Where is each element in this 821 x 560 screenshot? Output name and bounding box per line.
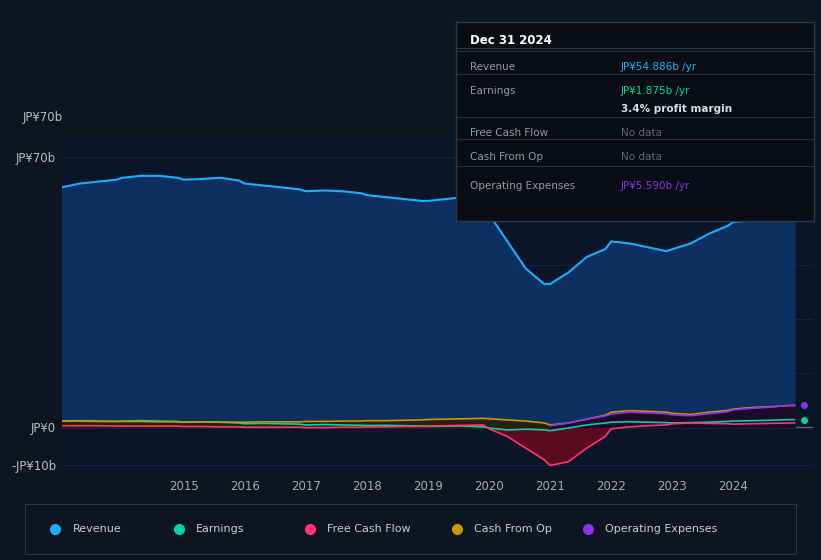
Text: Free Cash Flow: Free Cash Flow	[327, 524, 410, 534]
Text: 3.4% profit margin: 3.4% profit margin	[621, 104, 732, 114]
Text: Dec 31 2024: Dec 31 2024	[470, 34, 552, 48]
Text: JP¥1.875b /yr: JP¥1.875b /yr	[621, 86, 690, 96]
Text: Cash From Op: Cash From Op	[474, 524, 552, 534]
Text: Earnings: Earnings	[196, 524, 245, 534]
Text: Free Cash Flow: Free Cash Flow	[470, 128, 548, 138]
Text: JP¥5.590b /yr: JP¥5.590b /yr	[621, 181, 690, 192]
Text: Revenue: Revenue	[470, 62, 515, 72]
Text: JP¥54.886b /yr: JP¥54.886b /yr	[621, 62, 697, 72]
Text: No data: No data	[621, 152, 662, 162]
Text: Revenue: Revenue	[72, 524, 122, 534]
Text: Operating Expenses: Operating Expenses	[605, 524, 718, 534]
Text: No data: No data	[621, 128, 662, 138]
Text: Earnings: Earnings	[470, 86, 516, 96]
Text: Cash From Op: Cash From Op	[470, 152, 543, 162]
Text: Operating Expenses: Operating Expenses	[470, 181, 576, 192]
Text: JP¥70b: JP¥70b	[23, 111, 63, 124]
